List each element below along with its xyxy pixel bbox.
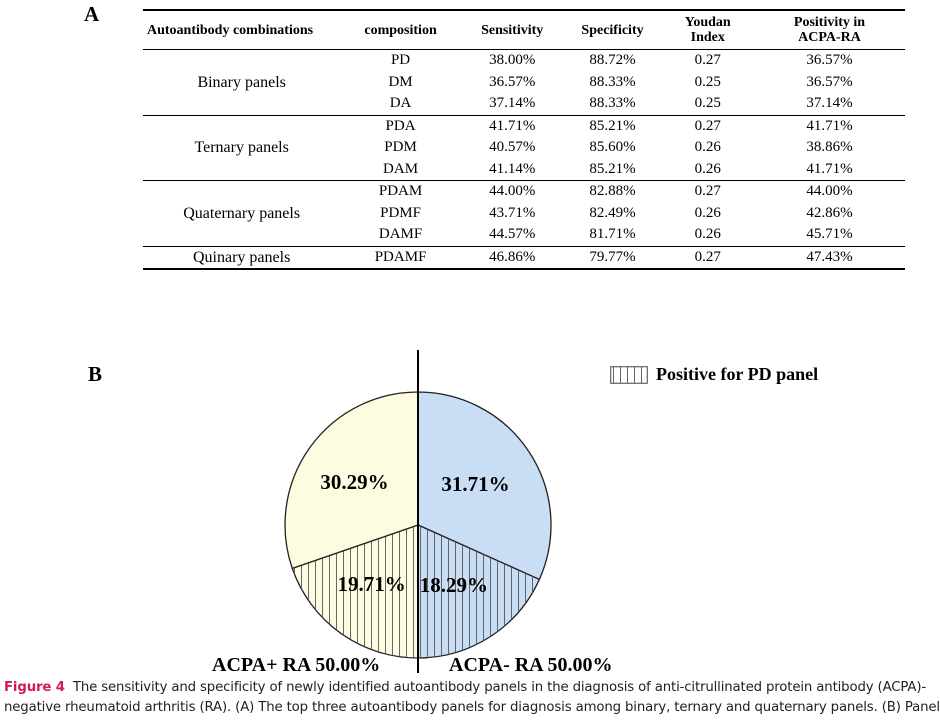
youden-cell: 0.26 [694, 160, 721, 177]
composition-cell: DA [389, 95, 412, 112]
specificity-cell: 85.21% [563, 114, 662, 137]
sensitivity-cell: 46.86% [460, 245, 564, 270]
header-combination: Autoantibody combinations [143, 9, 341, 50]
positivity-cell: 38.86% [806, 139, 853, 156]
sensitivity-cell: 44.00% [460, 180, 564, 203]
group-name-cell: Binary panels [197, 73, 286, 91]
table-row: DA 37.14% 88.33% 0.25 37.14% [143, 93, 905, 115]
specificity-cell: 82.49% [589, 204, 636, 221]
table-row: Ternary panels PDA 41.71% 85.21% 0.27 41.71% [143, 114, 905, 181]
legend-label: Positive for PD panel [656, 364, 819, 384]
composition-cell: DAM [383, 160, 419, 177]
pie-slice-label: 30.29% [320, 469, 389, 494]
positivity-cell: 36.57% [806, 73, 853, 90]
positivity-cell: 41.71% [806, 160, 853, 177]
sensitivity-cell: 40.57% [489, 139, 536, 156]
positivity-cell: 41.71% [754, 114, 905, 137]
specificity-cell: 85.21% [589, 160, 636, 177]
table-row: Binary panels PD 38.00% 88.72% 0.27 36.57% [143, 50, 905, 91]
table-row: PDM 40.57% 85.60% 0.26 38.86% [143, 137, 905, 159]
pie-slice-label: 31.71% [441, 472, 510, 497]
composition-cell: PDAM [340, 180, 461, 203]
youden-cell: 0.26 [694, 204, 721, 221]
sensitivity-cell: 44.57% [489, 226, 536, 243]
pie-slice [417, 391, 552, 581]
header-sensitivity: Sensitivity [460, 9, 564, 50]
chart-legend: Positive for PD panel [610, 364, 818, 385]
header-specificity: Specificity [563, 9, 662, 50]
acpa-negative-half-label: ACPA- RA 50.00% [449, 654, 613, 676]
figure-caption: Figure 4 The sensitivity and specificity … [4, 678, 940, 718]
group-name-cell: Quaternary panels [143, 180, 341, 246]
positivity-cell: 47.43% [754, 245, 905, 270]
sensitivity-cell: 41.14% [489, 160, 536, 177]
composition-cell: DM [388, 73, 413, 90]
autoantibody-panel-table: Autoantibody combinations composition Se… [143, 9, 905, 270]
header-youden: Youdan Index [661, 9, 755, 50]
header-positivity-line1: Positivity in [793, 15, 866, 30]
composition-cell: DAMF [378, 226, 423, 243]
composition-cell: PDAMF [340, 245, 461, 270]
group-name-cell: Quinary panels [143, 245, 341, 270]
youden-cell: 0.26 [694, 226, 721, 243]
youden-cell: 0.27 [661, 114, 755, 137]
sensitivity-cell: 38.00% [489, 52, 536, 69]
specificity-cell: 79.77% [563, 245, 662, 270]
acpa-positive-half-label: ACPA+ RA 50.00% [212, 654, 381, 676]
composition-cell: PDM [384, 139, 417, 156]
table-row: Quinary panels PDAMF 46.86% 79.77% 0.27 47.43… [143, 245, 905, 270]
positivity-cell: 37.14% [806, 95, 853, 112]
table-row: PDMF 43.71% 82.49% 0.26 42.86% [143, 203, 905, 225]
header-youden-line2: Index [690, 30, 725, 45]
specificity-cell: 85.60% [589, 139, 636, 156]
legend-hatch-swatch [610, 365, 648, 384]
composition-cell: PDA [340, 114, 461, 137]
specificity-cell: 82.88% [563, 180, 662, 203]
sensitivity-cell: 43.71% [489, 204, 536, 221]
header-youden-line1: Youdan [684, 15, 731, 30]
panel-a-letter: A [84, 2, 100, 26]
positivity-cell: 45.71% [806, 226, 853, 243]
sensitivity-cell: 37.14% [489, 95, 536, 112]
specificity-cell: 88.33% [589, 95, 636, 112]
composition-cell: PDMF [380, 204, 421, 221]
table-row: DAM 41.14% 85.21% 0.26 41.71% [143, 159, 905, 181]
pie-slice-label: 18.29% [419, 573, 488, 598]
header-positivity-line2: ACPA-RA [798, 30, 861, 45]
youden-cell: 0.26 [694, 139, 721, 156]
pie-slice-label: 19.71% [337, 571, 406, 596]
positivity-cell: 42.86% [806, 204, 853, 221]
youden-cell: 0.27 [694, 52, 721, 69]
pie-chart: 31.71% 18.29% 19.71% 30.29% [270, 345, 570, 675]
header-composition: composition [340, 9, 461, 50]
table-row: DM 36.57% 88.33% 0.25 36.57% [143, 72, 905, 94]
caption-text: The sensitivity and specificity of newly… [4, 680, 940, 715]
panel-b-letter: B [88, 362, 103, 386]
table-header-row: Autoantibody combinations composition Se… [143, 9, 905, 50]
table-body: Binary panels PD 38.00% 88.72% 0.27 36.57% DM 3… [143, 50, 905, 270]
table-row: DAMF 44.57% 81.71% 0.26 45.71% [143, 224, 905, 246]
youden-cell: 0.25 [694, 73, 721, 90]
composition-cell: PD [390, 52, 411, 69]
pie-slice-hatch [418, 525, 540, 658]
sensitivity-cell: 36.57% [489, 73, 536, 90]
specificity-cell: 88.72% [589, 52, 636, 69]
specificity-cell: 88.33% [589, 73, 636, 90]
pie-slice-hatch [292, 525, 418, 658]
positivity-cell: 44.00% [754, 180, 905, 203]
caption-figure-label: Figure 4 [4, 680, 65, 695]
pie-slice [284, 391, 419, 570]
youden-cell: 0.27 [661, 245, 755, 270]
table-row: Quaternary panels PDAM 44.00% 82.88% 0.27 44.… [143, 180, 905, 246]
specificity-cell: 81.71% [589, 226, 636, 243]
header-positivity: Positivity in ACPA-RA [754, 9, 905, 50]
youden-cell: 0.25 [694, 95, 721, 112]
sensitivity-cell: 41.71% [460, 114, 564, 137]
group-name-cell: Ternary panels [143, 114, 341, 181]
pie-chart-svg [284, 350, 552, 673]
youden-cell: 0.27 [661, 180, 755, 203]
positivity-cell: 36.57% [806, 52, 853, 69]
